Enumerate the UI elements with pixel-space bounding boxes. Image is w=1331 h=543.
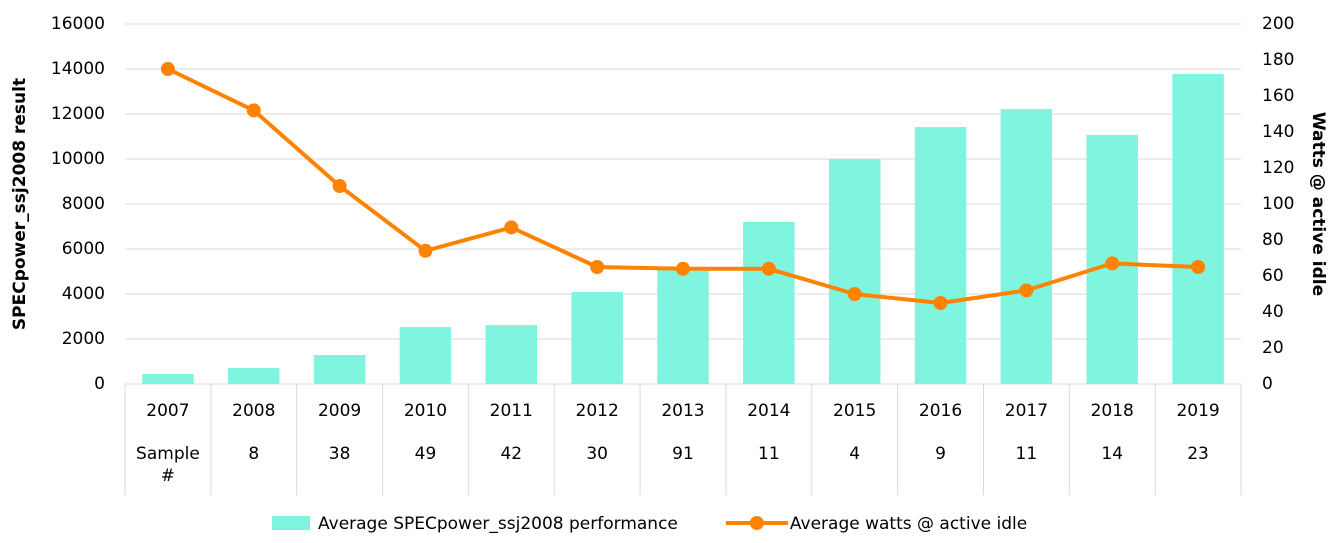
bar [828,159,881,384]
x-tick-label: 2014 [747,401,790,421]
sample-count: 38 [328,444,351,464]
y-axis-title: SPECpower_ssj2008 result [10,78,30,330]
x-tick-label: 2016 [919,401,962,421]
legend-swatch [272,516,310,530]
x-tick-label: 2012 [576,401,619,421]
x-tick-label: 2011 [490,401,533,421]
x-tick-label: 2019 [1176,401,1219,421]
bar [657,267,709,384]
x-tick-label: 2008 [232,401,275,421]
legend-label: Average SPECpower_ssj2008 performance [318,514,678,534]
y2-tick-label: 180 [1262,50,1294,70]
sample-count: 14 [1101,444,1124,464]
x-tick-label: 2018 [1091,401,1134,421]
bar [485,325,538,384]
marker [1191,260,1206,274]
bar [228,368,280,384]
x-tick-label: 2015 [833,401,876,421]
legend-label: Average watts @ active idle [790,514,1027,534]
marker [933,296,948,310]
bar [1000,109,1053,385]
y-tick-label: 16000 [51,14,105,34]
y2-tick-label: 200 [1262,14,1294,34]
x-tick-label: 2013 [661,401,704,421]
marker [590,260,605,274]
marker [1019,283,1034,298]
x-tick-label: 2017 [1005,401,1048,421]
y2-tick-label: 120 [1262,158,1294,178]
sample-count: 30 [586,444,608,464]
y-tick-label: 0 [94,374,105,394]
bar [142,374,194,384]
bar [743,222,795,384]
x-tick-label: 2009 [318,401,361,421]
marker [504,220,519,235]
bar [313,354,366,384]
sample-count: Sample # [136,444,200,486]
marker [761,261,776,276]
y-tick-label: 14000 [51,59,105,79]
marker [1105,256,1120,271]
y2-tick-label: 0 [1262,374,1273,394]
y-tick-label: 12000 [51,104,105,124]
y2-axis-title: Watts @ active idle [1308,112,1328,296]
bar [1172,73,1224,384]
sample-count: 8 [248,444,260,464]
bar [571,291,623,384]
y2-tick-label: 20 [1262,338,1284,358]
marker [160,62,175,76]
sample-count: 23 [1187,444,1209,464]
sample-count: 49 [414,444,437,464]
y2-tick-label: 80 [1262,230,1284,250]
legend-marker [749,516,764,530]
sample-count: 91 [672,444,694,464]
x-tick-label: 2007 [146,401,189,421]
y2-tick-label: 160 [1262,86,1294,106]
y-tick-label: 8000 [62,194,105,214]
sample-count: 4 [849,444,861,464]
marker [676,261,690,276]
bar [399,327,452,384]
marker [847,287,862,301]
y2-tick-label: 60 [1262,266,1284,286]
x-tick-label: 2010 [404,401,447,421]
y2-tick-label: 40 [1262,302,1284,322]
sample-count: 11 [1015,444,1038,464]
sample-count: 42 [500,444,523,464]
y-tick-label: 10000 [51,149,105,169]
marker [418,243,433,258]
marker [332,179,347,193]
y2-tick-label: 100 [1262,194,1294,214]
sample-count: 11 [758,444,780,464]
marker [246,103,261,118]
y2-tick-label: 140 [1262,122,1294,142]
y-tick-label: 4000 [62,284,105,304]
y-tick-label: 2000 [62,329,105,349]
bar [914,127,967,385]
y-tick-label: 6000 [62,239,105,259]
sample-count: 9 [935,444,946,464]
